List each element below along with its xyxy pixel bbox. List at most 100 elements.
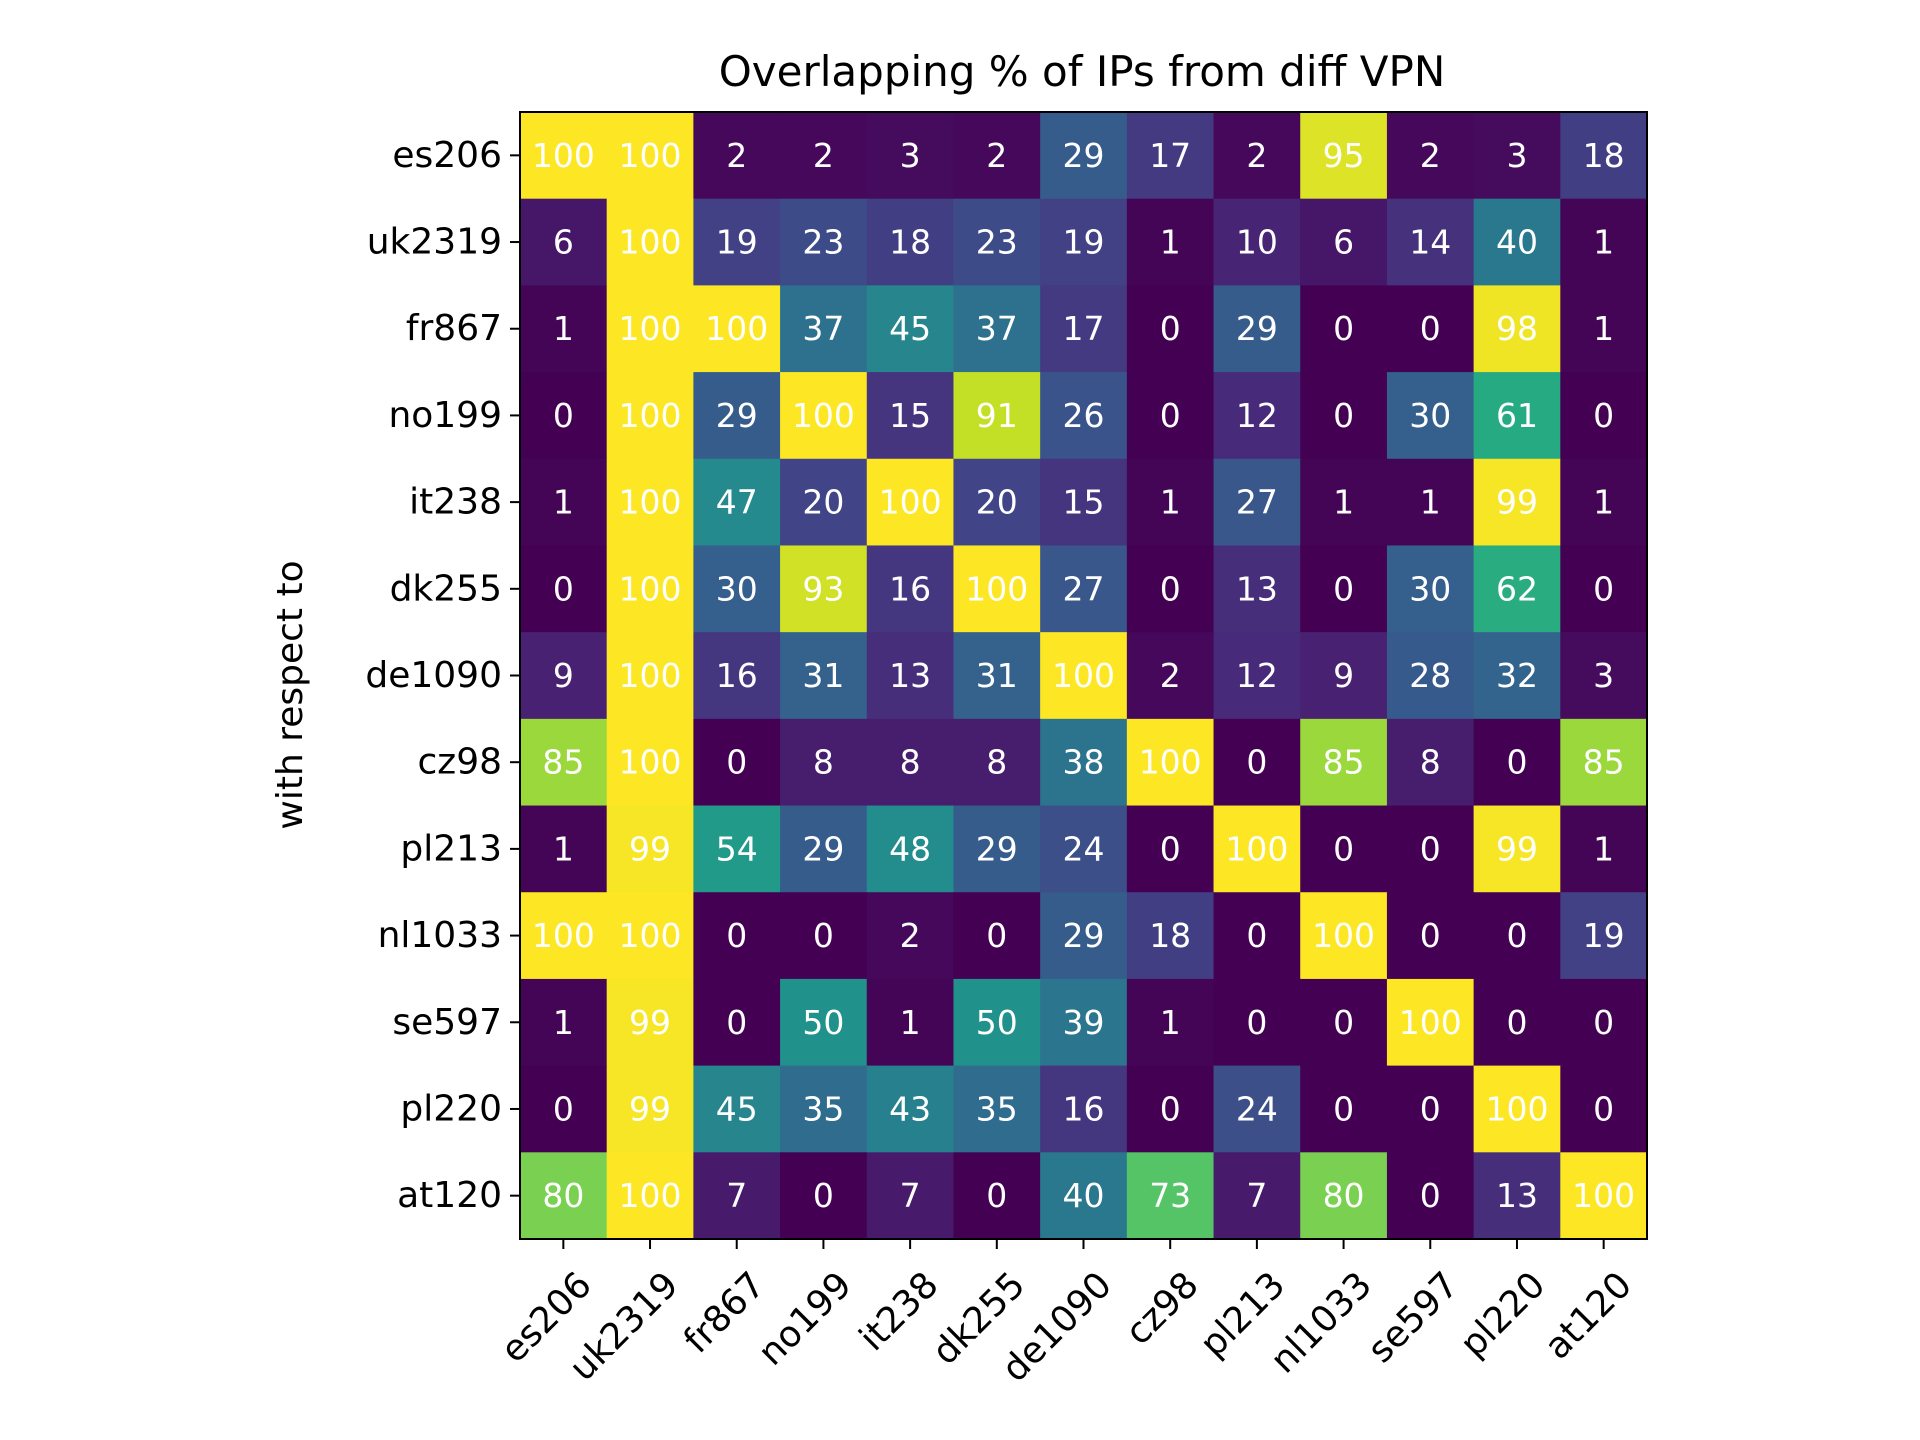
heatmap-cell [1300,285,1388,373]
cell-value-label: 2 [1246,136,1267,175]
y-tick-label: dk255 [390,568,502,609]
cell-value-label: 1 [1593,309,1614,348]
cell-value-label: 2 [1160,656,1181,695]
cell-value-label: 19 [1063,223,1105,262]
heatmap-cell [1300,112,1388,200]
cell-value-label: 91 [976,396,1018,435]
cell-value-label: 6 [1333,223,1354,262]
heatmap-cell [606,545,694,633]
heatmap-cell [520,632,608,720]
heatmap-cell [1386,458,1475,547]
cell-value-label: 9 [553,656,574,695]
cell-value-label: 1 [1160,1003,1181,1042]
cell-value-label: 54 [716,829,758,868]
cell-value-label: 100 [1225,829,1288,868]
cell-value-label: 100 [1399,1003,1462,1042]
heatmap-cell [606,198,694,286]
chart-title: Overlapping % of IPs from diff VPN [719,47,1446,96]
cell-value-label: 98 [1496,309,1538,348]
heatmap-cell [866,198,955,286]
cell-value-label: 27 [1063,569,1105,608]
heatmap-cell [1560,718,1648,807]
cell-value-label: 0 [1420,1089,1441,1128]
cell-value-label: 27 [1236,483,1278,522]
cell-value-label: 0 [1160,309,1181,348]
cell-value-label: 0 [1420,309,1441,348]
cell-value-label: 100 [619,136,682,175]
cell-value-label: 0 [1246,916,1267,955]
cell-value-label: 100 [619,916,682,955]
heatmap-cell [866,892,955,980]
heatmap-cell [1213,1152,1301,1240]
cell-value-label: 16 [716,656,758,695]
cell-value-label: 100 [619,656,682,695]
cell-value-label: 2 [986,136,1007,175]
cell-value-label: 10 [1236,223,1278,262]
heatmap-cell [953,632,1041,720]
cell-value-label: 30 [716,569,758,608]
cell-value-label: 0 [1333,829,1354,868]
heatmap-cell [520,545,608,633]
cell-value-label: 19 [716,223,758,262]
heatmap-cell [866,718,955,807]
heatmap-cell [1473,718,1561,807]
cell-value-label: 39 [1063,1003,1105,1042]
heatmap-cell [1040,718,1128,807]
heatmap-cell [953,718,1041,807]
cell-value-label: 29 [1236,309,1278,348]
cell-value-label: 3 [1506,136,1527,175]
heatmap-cell [693,978,781,1067]
heatmap-cell [780,285,868,373]
heatmap-cell [953,805,1041,893]
cell-value-label: 24 [1236,1089,1278,1128]
cell-value-label: 85 [542,743,584,782]
cell-value-label: 73 [1149,1176,1191,1215]
cell-value-label: 29 [1063,916,1105,955]
cell-value-label: 1 [1593,483,1614,522]
heatmap-cell [520,718,608,807]
heatmap-cell [866,1152,955,1240]
cell-value-label: 100 [1312,916,1375,955]
heatmap-cell [520,285,608,373]
heatmap-cell [606,718,694,807]
cell-value-label: 0 [553,1089,574,1128]
heatmap-cell [953,1152,1041,1240]
cell-value-label: 18 [1149,916,1191,955]
heatmap-cell [866,805,955,893]
heatmap-cell [1213,1065,1301,1153]
cell-value-label: 9 [1333,656,1354,695]
cell-value-label: 0 [553,569,574,608]
heatmap-cell [693,632,781,720]
heatmap-cell [1473,285,1561,373]
heatmap-cell [1300,632,1388,720]
heatmap-cell [1300,892,1388,980]
cell-value-label: 18 [1583,136,1625,175]
x-tick-label: at120 [1537,1264,1640,1367]
cell-value-label: 61 [1496,396,1538,435]
cell-value-label: 0 [1333,1003,1354,1042]
cell-value-label: 0 [1160,569,1181,608]
cell-value-label: 99 [629,1089,671,1128]
heatmap-cell [606,285,694,373]
heatmap-cell [953,458,1041,547]
cell-value-label: 100 [1572,1176,1635,1215]
x-tick-label: no199 [751,1264,860,1373]
cell-value-label: 8 [986,743,1007,782]
heatmap-cell [780,372,868,460]
heatmap-cell [780,545,868,633]
heatmap-cell [1560,372,1648,460]
cell-value-label: 1 [1593,223,1614,262]
cell-value-label: 31 [976,656,1018,695]
heatmap-cell [1386,112,1475,200]
heatmap-cell [1300,978,1388,1067]
heatmap-cell [1213,718,1301,807]
cell-value-label: 8 [813,743,834,782]
heatmap-cell [1040,545,1128,633]
cell-value-label: 40 [1063,1176,1105,1215]
cell-value-label: 0 [726,916,747,955]
heatmap-cell [1126,1065,1215,1153]
cell-value-label: 14 [1409,223,1451,262]
cell-value-label: 45 [889,309,931,348]
x-tick-label: pl220 [1453,1264,1554,1365]
heatmap-cell [693,805,781,893]
